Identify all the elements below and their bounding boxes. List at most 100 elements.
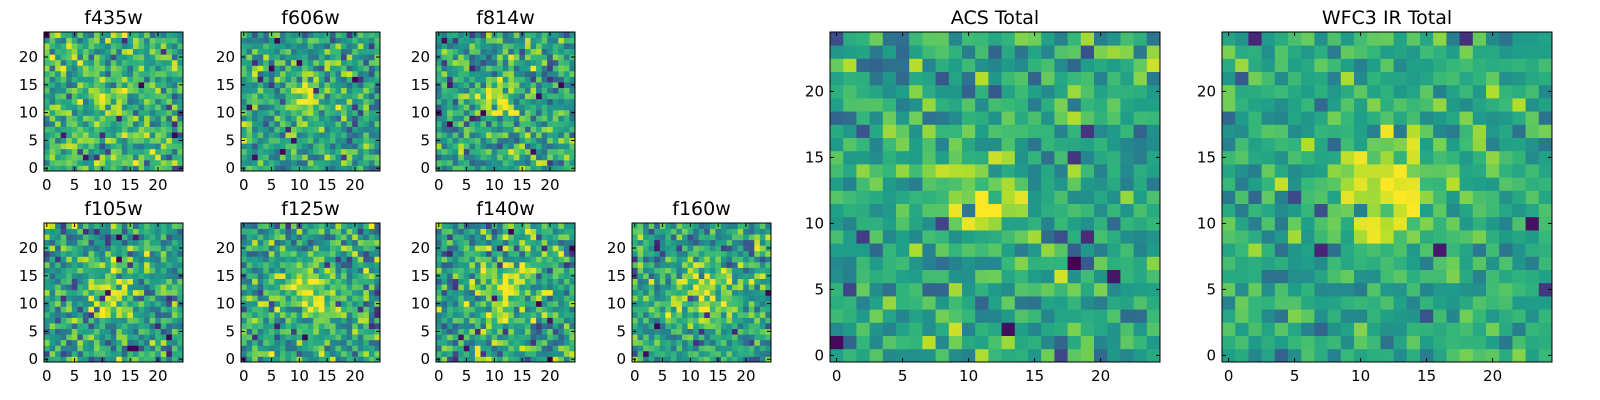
heatmap-pixel — [166, 350, 173, 357]
heatmap-pixel — [670, 289, 677, 296]
heatmap-pixel — [88, 334, 95, 341]
heatmap-pixel — [105, 300, 112, 307]
heatmap-pixel — [637, 350, 644, 357]
heatmap-pixel — [469, 228, 476, 235]
heatmap-pixel — [508, 132, 515, 139]
heatmap-pixel — [263, 126, 270, 133]
heatmap-pixel — [71, 98, 78, 105]
heatmap-pixel — [765, 278, 772, 285]
heatmap-pixel — [274, 234, 281, 241]
heatmap-pixel — [637, 267, 644, 274]
heatmap-pixel — [541, 120, 548, 127]
heatmap-pixel — [302, 289, 309, 296]
heatmap-pixel — [132, 126, 139, 133]
heatmap-pixel — [374, 278, 381, 285]
heatmap-pixel — [519, 126, 526, 133]
heatmap-pixel — [138, 70, 145, 77]
heatmap-pixel — [732, 311, 739, 318]
heatmap-pixel — [1067, 335, 1082, 350]
heatmap-pixel — [99, 37, 106, 44]
heatmap-pixel — [486, 223, 492, 229]
heatmap-pixel — [296, 273, 303, 279]
heatmap-pixel — [177, 87, 184, 94]
heatmap-pixel — [363, 278, 370, 285]
heatmap-pixel — [346, 165, 353, 172]
heatmap-pixel — [110, 223, 117, 229]
heatmap-pixel — [94, 267, 100, 274]
heatmap-pixel — [274, 104, 281, 111]
heatmap-pixel — [670, 245, 677, 252]
heatmap-pixel — [121, 120, 128, 127]
heatmap-pixel — [285, 32, 292, 38]
heatmap-pixel — [88, 323, 95, 330]
heatmap-pixel — [469, 82, 476, 88]
heatmap-pixel — [105, 228, 112, 235]
heatmap-pixel — [246, 317, 253, 324]
heatmap-pixel — [754, 256, 761, 263]
heatmap-pixel — [296, 82, 303, 88]
heatmap-pixel — [88, 159, 95, 166]
heatmap-pixel — [82, 98, 89, 105]
heatmap-pixel — [759, 223, 766, 229]
heatmap-pixel — [263, 132, 270, 139]
heatmap-pixel — [177, 317, 184, 324]
heatmap-pixel — [144, 284, 151, 291]
heatmap-pixel — [563, 250, 570, 257]
heatmap-pixel — [121, 132, 128, 139]
heatmap-pixel — [279, 317, 286, 324]
heatmap-pixel — [82, 65, 89, 72]
heatmap-pixel — [563, 98, 570, 105]
heatmap-pixel — [1080, 269, 1095, 284]
heatmap-pixel — [547, 115, 554, 122]
heatmap-pixel — [268, 295, 275, 302]
heatmap-pixel — [732, 306, 739, 313]
heatmap-pixel — [502, 295, 509, 302]
heatmap-pixel — [241, 345, 247, 352]
heatmap-pixel — [318, 350, 325, 357]
heatmap-pixel — [368, 300, 375, 307]
heatmap-pixel — [307, 132, 314, 139]
heatmap-pixel — [1028, 177, 1042, 191]
heatmap-pixel — [519, 295, 526, 302]
heatmap-pixel — [252, 148, 259, 155]
heatmap-pixel — [357, 54, 364, 61]
heatmap-pixel — [341, 87, 348, 94]
heatmap-pixel — [166, 311, 173, 318]
heatmap-pixel — [60, 54, 67, 61]
x-tick-label: 0 — [434, 176, 444, 194]
heatmap-pixel — [374, 87, 381, 94]
heatmap-pixel — [374, 76, 381, 83]
heatmap-pixel — [352, 250, 359, 257]
heatmap-pixel — [268, 43, 275, 50]
heatmap-pixel — [241, 120, 247, 127]
heatmap-pixel — [307, 234, 314, 241]
heatmap-pixel — [60, 323, 67, 330]
heatmap-pixel — [368, 59, 375, 66]
heatmap-pixel — [732, 234, 739, 241]
heatmap-pixel — [659, 250, 666, 257]
heatmap-pixel — [463, 234, 470, 241]
heatmap-pixel — [241, 93, 247, 100]
heatmap-pixel — [558, 43, 565, 50]
heatmap-pixel — [759, 245, 766, 252]
heatmap-pixel — [88, 126, 95, 133]
heatmap-pixel — [480, 65, 487, 72]
heatmap-pixel — [127, 93, 134, 100]
heatmap-pixel — [869, 335, 884, 350]
heatmap-pixel — [313, 132, 320, 139]
heatmap-pixel — [44, 350, 50, 357]
heatmap-pixel — [116, 148, 123, 155]
heatmap-pixel — [563, 284, 570, 291]
heatmap-pixel — [659, 278, 666, 285]
heatmap-pixel — [341, 48, 348, 55]
heatmap-pixel — [693, 234, 700, 241]
heatmap-pixel — [480, 334, 487, 341]
heatmap-pixel — [88, 70, 95, 77]
heatmap-pixel — [726, 261, 733, 268]
heatmap-pixel — [519, 234, 526, 241]
heatmap-pixel — [754, 261, 761, 268]
heatmap-pixel — [252, 273, 259, 279]
heatmap-pixel — [497, 159, 504, 166]
heatmap-pixel — [558, 109, 565, 116]
heatmap-pixel — [447, 126, 454, 133]
